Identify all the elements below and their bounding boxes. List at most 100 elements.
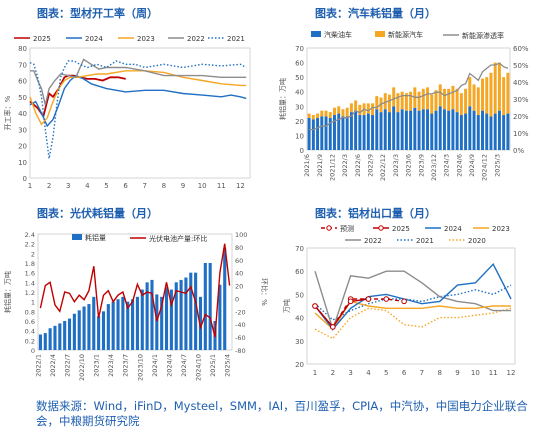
bar-pv-aluminum [194, 272, 198, 350]
plot-frame [29, 47, 251, 179]
x-tick-label: 2023/10 [136, 354, 144, 381]
y-tick-label: 0.8 [25, 308, 35, 316]
bar-nev [324, 110, 328, 117]
x-tick-label: 2025/3 [493, 154, 501, 177]
legend-label: 耗铝量 [85, 233, 106, 242]
bar-nev [485, 77, 489, 114]
y2-tick-label: 80 [235, 244, 243, 252]
bar-ice-car [379, 112, 383, 150]
bar-ice-car [472, 110, 476, 150]
bar-ice-car [502, 115, 506, 150]
x-tick-label: 2021/6 [303, 154, 311, 177]
legend-label: 2023 [137, 35, 155, 43]
legend-item: 2023 [473, 225, 510, 233]
bar-ice-car [497, 110, 501, 150]
bar-pv-aluminum [72, 313, 76, 350]
x-tick-label: 7 [143, 182, 147, 190]
y2-tick-label: -60 [235, 334, 246, 342]
bar-nev [476, 87, 480, 116]
x-tick-label: 12 [236, 182, 245, 190]
legend-label: 2025 [33, 35, 51, 43]
bar-nev [354, 100, 358, 111]
series-line-2022 [314, 270, 511, 332]
bar-nev [341, 109, 345, 117]
x-tick-label: 1 [313, 369, 317, 377]
bar-nev [311, 115, 315, 120]
y-tick-label: 1.2 [25, 289, 35, 297]
series-line-penetration [309, 62, 509, 131]
bar-ice-car [392, 106, 396, 150]
bar-pv-aluminum [97, 316, 101, 350]
bar-pv-aluminum [38, 334, 42, 350]
x-tick-label: 2023/9 [417, 154, 425, 177]
y2-tick-label: 0 [235, 295, 239, 303]
legend-item: 2021 [397, 237, 434, 245]
bar-pv-aluminum [189, 272, 193, 350]
bar-ice-car [358, 115, 362, 150]
legend-swatch [72, 234, 82, 240]
bar-pv-aluminum [53, 325, 57, 350]
x-tick-label: 6 [402, 369, 407, 377]
bar-nev [392, 87, 396, 107]
bar-pv-aluminum [174, 282, 178, 350]
series-line-2025 [314, 298, 369, 329]
bar-ice-car [320, 116, 324, 150]
y2-tick-label: 20% [513, 113, 529, 121]
chart-title: 图表：型材开工率（周） [37, 7, 158, 20]
bar-ice-car [307, 117, 311, 150]
legend-label: 光伏电池产量:环比 [149, 234, 207, 243]
x-tick-label: 2023/3 [392, 154, 400, 177]
bar-pv-aluminum [101, 311, 106, 350]
x-tick-label: 2024/4 [165, 354, 173, 377]
x-tick-label: 1 [28, 182, 32, 190]
x-tick-label: 10 [198, 182, 207, 190]
x-tick-label: 2023/1 [93, 354, 101, 377]
legend-label: 2023 [492, 225, 510, 233]
bar-pv-aluminum [208, 263, 212, 350]
bar-pv-aluminum [77, 310, 81, 350]
bar-pv-aluminum [48, 328, 52, 350]
bar-pv-aluminum [111, 301, 115, 350]
bar-nev [375, 96, 379, 110]
y-tick-label: 0 [23, 175, 27, 183]
chart-panel-auto-aluminum: 图表：汽车耗铝量（月） 0 10 20 30 40 50 60 70 0% 10% 20% 30% 40… [275, 0, 550, 200]
y2-tick-label: 60% [513, 45, 529, 53]
y2-tick-label: 10% [513, 130, 529, 138]
y-tick-label: 10 [295, 132, 304, 140]
x-tick-label: 2024/3 [443, 154, 451, 177]
y-tick-label: 50 [295, 74, 304, 82]
bar-ice-car [324, 116, 328, 150]
x-tick-label: 2022/4 [49, 354, 57, 377]
legend-label: 2021 [227, 35, 245, 43]
bar-ice-car [396, 112, 400, 150]
bar-nev [455, 88, 459, 113]
bar-ice-car [354, 110, 358, 150]
bar-ice-car [447, 110, 451, 150]
x-tick-label: 2022/7 [64, 354, 72, 377]
bar-pv-aluminum [160, 296, 164, 350]
x-tick-label: 8 [162, 182, 166, 190]
bar-nev [417, 91, 421, 111]
legend-item: 2022 [168, 35, 205, 43]
bar-ice-car [459, 115, 463, 150]
bar-pv-aluminum [198, 296, 203, 350]
y-tick-label: 40 [295, 89, 304, 97]
x-tick-label: 8 [437, 369, 441, 377]
legend-item: 2021 [208, 35, 245, 43]
bar-pv-aluminum [164, 287, 169, 350]
bar-pv-aluminum [169, 289, 173, 350]
bar-pv-aluminum [140, 289, 144, 350]
legend-item: 2022 [345, 237, 382, 245]
x-tick-label: 2023/12 [430, 154, 438, 181]
y-axis-label: 开工率：% [3, 95, 12, 130]
y2-tick-label: 40 [235, 270, 243, 278]
legend-item: 耗铝量 [72, 233, 106, 242]
x-tick-label: 5 [104, 182, 108, 190]
pv-aluminum-chart: 0 0.20.4 0.6 0.81 1.2 1.41.6 1.8 22.2 2.4 -80 -60 -… [3, 231, 269, 381]
bar-nev [345, 107, 349, 117]
bar-ice-car [409, 110, 413, 150]
x-tick-label: 4 [85, 182, 90, 190]
bar-ice-car [451, 109, 455, 150]
y-tick-label: 0.4 [25, 328, 35, 336]
